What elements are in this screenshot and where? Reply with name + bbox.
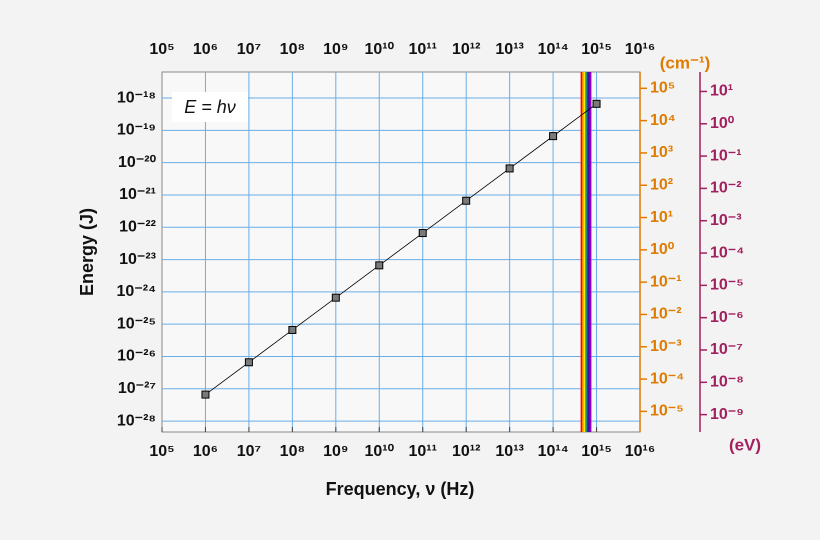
y3-tick-label: 10⁻⁶: [710, 309, 744, 326]
y2-tick-label: 10⁵: [650, 80, 675, 97]
y2-tick-label: 10⁻³: [650, 338, 682, 355]
data-point: [201, 390, 210, 399]
y3-tick-label: 10⁻²: [710, 180, 742, 197]
y3-tick-label: 10⁻⁵: [710, 277, 744, 294]
x-top-tick-label: 10¹⁴: [538, 41, 569, 58]
y-tick-label: 10⁻²¹: [119, 186, 156, 203]
data-point: [505, 164, 514, 173]
x-top-tick-label: 10¹⁰: [364, 41, 394, 58]
y2-tick-label: 10⁴: [650, 112, 676, 129]
y3-tick-label: 10⁻⁴: [710, 244, 744, 261]
x-tick-label: 10¹⁰: [364, 443, 394, 460]
data-point: [244, 358, 253, 367]
x-top-tick-label: 10¹⁶: [625, 41, 656, 58]
y2-tick-label: 10⁻²: [650, 306, 682, 323]
x-tick-label: 10⁵: [149, 443, 174, 460]
y-tick-label: 10⁻²²: [119, 218, 156, 235]
x-tick-label: 10¹⁴: [538, 443, 569, 460]
x-top-tick-label: 10⁹: [323, 41, 348, 58]
x-axis-label: Frequency, ν (Hz): [326, 479, 475, 499]
fit-line: [205, 103, 597, 395]
visible-band: [588, 72, 590, 432]
data-point: [331, 293, 340, 302]
x-top-tick-label: 10¹⁵: [581, 41, 612, 58]
x-top-tick-label: 10¹¹: [409, 41, 437, 58]
y3-tick-label: 10⁻⁹: [710, 406, 744, 423]
x-tick-label: 10¹³: [495, 443, 523, 460]
y-tick-label: 10⁻²⁰: [118, 154, 157, 171]
y-axis-label: Energy (J): [77, 208, 97, 296]
y3-axis-label: (eV): [729, 435, 761, 454]
y2-tick-label: 10⁻⁴: [650, 370, 684, 387]
plot-area: [161, 71, 641, 433]
y2-tick-label: 10⁻¹: [650, 273, 682, 290]
y3-tick-label: 10⁻¹: [710, 147, 742, 164]
y-tick-label: 10⁻²³: [119, 251, 156, 268]
y-tick-label: 10⁻¹⁸: [117, 89, 156, 106]
data-point: [549, 132, 558, 141]
annotation: E = hν: [184, 97, 236, 117]
y2-tick-label: 10¹: [650, 209, 673, 226]
y2-axis-label: (cm⁻¹): [660, 53, 711, 72]
x-tick-label: 10⁷: [237, 443, 261, 460]
data-point: [592, 99, 601, 108]
y3-tick-label: 10⁻³: [710, 212, 742, 229]
x-tick-label: 10¹¹: [409, 443, 437, 460]
y3-tick-label: 10¹: [710, 83, 733, 100]
data-point: [418, 229, 427, 238]
x-top-tick-label: 10¹²: [452, 41, 480, 58]
x-top-tick-label: 10¹³: [495, 41, 523, 58]
x-tick-label: 10¹⁶: [625, 443, 656, 460]
x-top-tick-label: 10⁸: [280, 41, 305, 58]
data-point: [375, 261, 384, 270]
y-tick-label: 10⁻²⁷: [118, 380, 156, 397]
y2-tick-label: 10⁰: [650, 241, 675, 258]
x-top-tick-label: 10⁵: [149, 41, 174, 58]
y-tick-label: 10⁻²⁴: [117, 283, 157, 300]
y-tick-label: 10⁻¹⁹: [117, 122, 156, 139]
x-tick-label: 10⁸: [280, 443, 305, 460]
y2-tick-label: 10³: [650, 144, 673, 161]
visible-band: [582, 72, 584, 432]
data-point: [288, 325, 297, 334]
visible-band: [580, 72, 583, 432]
y3-tick-label: 10⁻⁷: [710, 341, 743, 358]
y3-tick-label: 10⁰: [710, 115, 735, 132]
x-top-tick-label: 10⁷: [237, 41, 261, 58]
y2-tick-label: 10²: [650, 176, 673, 193]
data-point: [462, 196, 471, 205]
y-tick-label: 10⁻²⁵: [117, 315, 156, 332]
x-tick-label: 10⁶: [193, 443, 218, 460]
visible-band: [589, 72, 592, 432]
x-tick-label: 10¹²: [452, 443, 480, 460]
y3-tick-label: 10⁻⁸: [710, 374, 744, 391]
y2-tick-label: 10⁻⁵: [650, 403, 684, 420]
visible-band: [583, 72, 586, 432]
y-tick-label: 10⁻²⁶: [117, 348, 156, 365]
x-top-tick-label: 10⁶: [193, 41, 218, 58]
annotation-box: [172, 92, 248, 122]
visible-band: [585, 72, 587, 432]
x-tick-label: 10⁹: [323, 443, 348, 460]
x-tick-label: 10¹⁵: [581, 443, 612, 460]
visible-band: [586, 72, 589, 432]
y-tick-label: 10⁻²⁸: [117, 412, 156, 429]
